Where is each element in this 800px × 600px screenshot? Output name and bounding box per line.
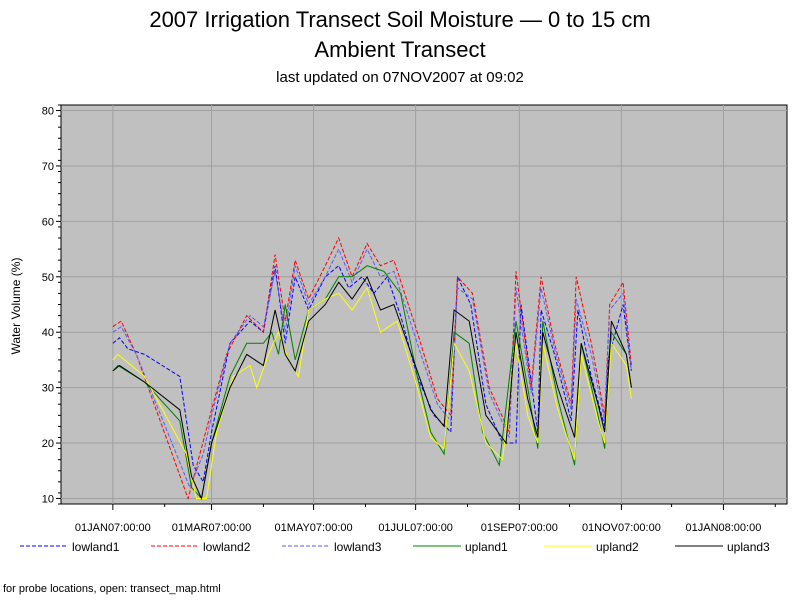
last-updated-text: last updated on 07NOV2007 at 09:02 [276, 69, 524, 86]
series-line-lowland3 [112, 247, 632, 489]
legend-label-lowland2: lowland2 [203, 540, 251, 554]
y-axis: 10 20 30 40 50 60 70 80 [42, 104, 61, 505]
y-tick-label: 40 [42, 327, 54, 339]
legend-label-upland3: upland3 [727, 540, 770, 554]
y-tick-label: 70 [42, 161, 54, 173]
x-tick-label: 01JUL07:00:00 [378, 522, 453, 534]
chart-title: 2007 Irrigation Transect Soil Moisture —… [149, 7, 651, 32]
plot-area [60, 104, 788, 505]
series-line-lowland1 [112, 264, 632, 484]
x-tick-label: 01NOV07:00:00 [582, 522, 661, 534]
series-line-upland3 [112, 275, 632, 501]
x-tick-label: 01JAN07:00:00 [75, 522, 151, 534]
x-axis: 01JAN07:00:00 01MAR07:00:00 01MAY07:00:00 0… [75, 504, 776, 534]
probe-locations-note: for probe locations, open: transect_map.… [3, 583, 221, 595]
series-lines [112, 236, 632, 501]
series-line-upland1 [112, 265, 632, 500]
y-tick-label: 20 [42, 438, 54, 450]
y-tick-label: 50 [42, 272, 54, 284]
chart-subtitle: Ambient Transect [314, 37, 486, 62]
legend-label-upland1: upland1 [465, 540, 508, 554]
x-tick-label: 01MAY07:00:00 [275, 522, 353, 534]
legend-label-upland2: upland2 [596, 540, 639, 554]
x-tick-label: 01SEP07:00:00 [481, 522, 558, 534]
x-tick-label: 01MAR07:00:00 [172, 522, 252, 534]
legend-label-lowland1: lowland1 [72, 540, 120, 554]
legend: lowland1 lowland2 lowland3 upland1 upland2 up… [20, 540, 770, 554]
y-tick-label: 60 [42, 216, 54, 228]
y-tick-label: 10 [42, 493, 54, 505]
y-tick-label: 80 [42, 106, 54, 118]
y-tick-label: 30 [42, 383, 54, 395]
legend-label-lowland3: lowland3 [334, 540, 382, 554]
y-axis-label: Water Volume (%) [9, 258, 23, 355]
x-tick-label: 01JAN08:00:00 [686, 522, 762, 534]
gridlines [61, 105, 787, 504]
